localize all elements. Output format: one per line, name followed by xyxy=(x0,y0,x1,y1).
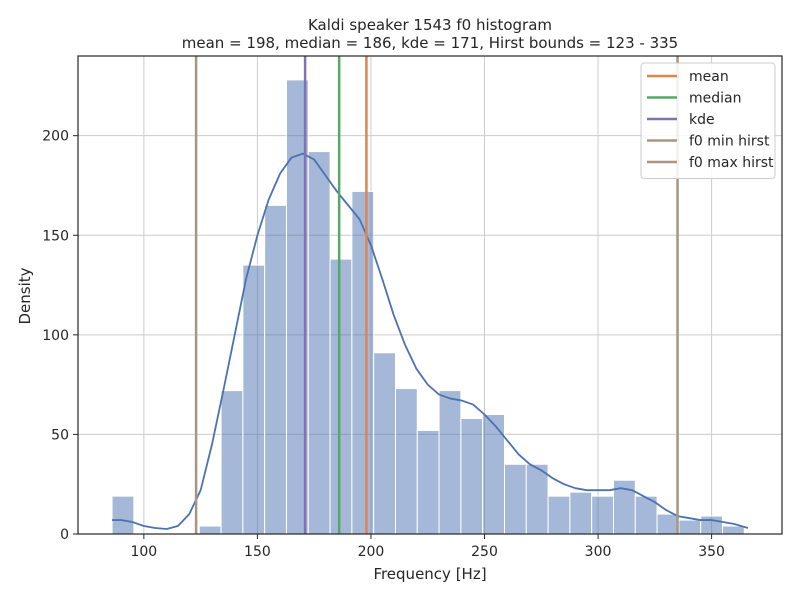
histogram-bar xyxy=(220,390,244,535)
x-tick-label: 150 xyxy=(244,544,271,560)
histogram-bar xyxy=(722,525,745,535)
x-tick-label: 200 xyxy=(358,544,385,560)
x-axis-label: Frequency [Hz] xyxy=(373,565,486,583)
legend-box xyxy=(640,62,776,179)
histogram-bar xyxy=(460,417,484,535)
x-tick-label: 350 xyxy=(698,544,725,560)
histogram-bar xyxy=(656,513,680,535)
legend-label: mean xyxy=(689,69,729,85)
histogram-bar xyxy=(264,204,287,535)
histogram-bar xyxy=(503,463,527,535)
histogram-bar xyxy=(525,463,549,535)
x-tick-label: 250 xyxy=(471,544,498,560)
legend-label: kde xyxy=(689,112,715,128)
histogram-bar xyxy=(700,515,724,535)
histogram-bar xyxy=(591,495,614,535)
y-axis-ticks: 0 50 100 150 200 xyxy=(42,129,78,543)
y-tick-label: 50 xyxy=(51,427,69,443)
x-tick-label: 300 xyxy=(585,544,612,560)
y-axis-label: Density xyxy=(16,267,34,324)
histogram-bar xyxy=(394,388,418,535)
chart-title: Kaldi speaker 1543 f0 histogram xyxy=(308,16,552,34)
histogram-bar xyxy=(373,352,396,535)
y-tick-label: 150 xyxy=(42,228,69,244)
histogram-bar xyxy=(111,495,135,535)
x-tick-label: 100 xyxy=(130,544,157,560)
x-axis-ticks: 100 150 200 250 300 350 xyxy=(130,534,725,560)
histogram-bars xyxy=(111,79,745,535)
kde-curve-group xyxy=(112,152,749,530)
histogram-bar xyxy=(547,495,571,535)
histogram-bar xyxy=(307,151,331,535)
histogram-bar xyxy=(198,525,222,535)
chart-subtitle: mean = 198, median = 186, kde = 171, Hir… xyxy=(182,34,678,52)
y-tick-label: 100 xyxy=(42,328,69,344)
histogram-bar xyxy=(329,258,353,535)
legend-label: median xyxy=(689,91,741,107)
histogram-bar xyxy=(416,429,440,535)
kde-line xyxy=(112,152,749,530)
reference-lines xyxy=(194,56,679,534)
y-tick-label: 0 xyxy=(60,527,69,543)
legend: mean median kde f0 min hirst f0 max hirst xyxy=(640,62,776,179)
legend-label: f0 min hirst xyxy=(689,134,770,150)
histogram-bar xyxy=(242,264,266,535)
y-tick-label: 200 xyxy=(42,129,69,145)
legend-label: f0 max hirst xyxy=(689,155,774,171)
plot-frame xyxy=(77,55,783,535)
histogram-bar xyxy=(569,491,593,535)
histogram-bar xyxy=(438,390,462,535)
histogram-bar xyxy=(678,519,702,535)
